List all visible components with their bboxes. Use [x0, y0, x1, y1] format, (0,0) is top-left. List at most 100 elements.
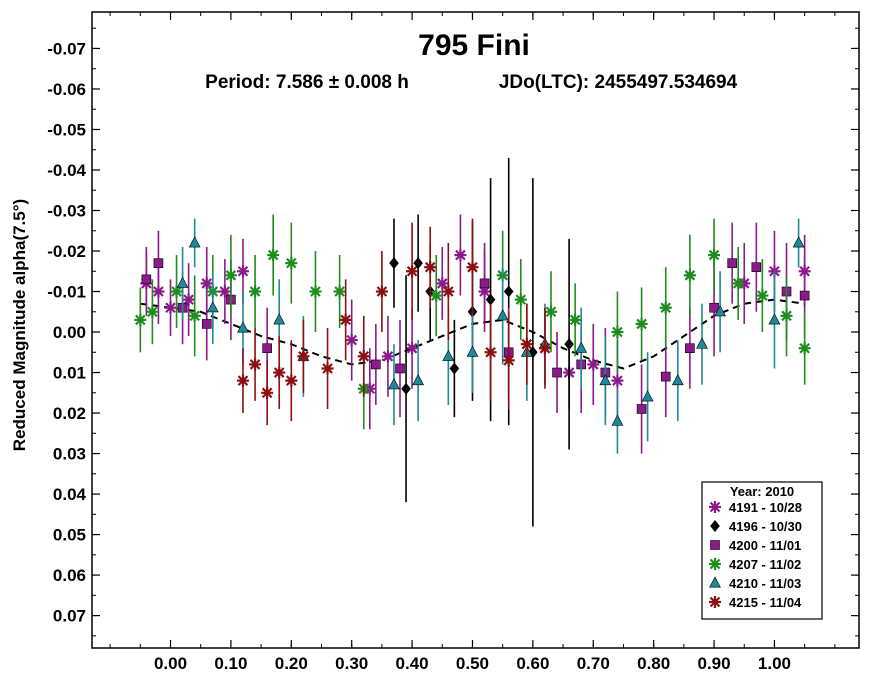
data-point	[454, 249, 467, 262]
legend-entry: 4191 - 10/28	[709, 500, 802, 515]
series-1	[140, 214, 811, 430]
data-point	[388, 378, 400, 390]
asterisk-stroke	[515, 294, 527, 305]
x-tick-label: 1.00	[758, 654, 791, 673]
data-point	[569, 313, 582, 326]
data-point	[345, 334, 358, 347]
y-tick-label: 0.00	[53, 323, 86, 342]
legend-marker	[709, 558, 721, 570]
asterisk-stroke	[799, 342, 810, 354]
y-tick-label: 0.07	[53, 607, 86, 626]
asterisk-stroke	[708, 249, 720, 261]
data-point	[339, 313, 352, 326]
asterisk-stroke	[587, 359, 599, 370]
x-tick-label: 0.60	[516, 654, 549, 673]
data-point	[170, 285, 183, 298]
data-point	[502, 354, 515, 367]
triangle-shape	[176, 276, 189, 288]
data-point	[141, 274, 152, 285]
legend-label: 4200 - 11/01	[729, 538, 801, 553]
data-point	[412, 373, 425, 386]
diamond-shape	[449, 362, 460, 375]
asterisk-stroke	[709, 501, 721, 513]
data-series	[134, 157, 811, 527]
data-point	[780, 309, 793, 322]
asterisk-stroke	[545, 306, 557, 318]
y-tick-label: -0.07	[47, 39, 86, 58]
data-point	[709, 302, 719, 313]
triangle-shape	[466, 345, 479, 357]
triangle-shape	[768, 313, 781, 325]
legend-marker	[709, 576, 721, 588]
diamond-shape	[564, 338, 574, 351]
asterisk-stroke	[310, 286, 321, 297]
asterisk-stroke	[201, 278, 213, 289]
data-point	[611, 326, 624, 339]
data-point	[176, 276, 189, 288]
asterisk-stroke	[147, 306, 158, 318]
legend-label: 4207 - 11/02	[729, 557, 801, 572]
legend-label: 4215 - 11/04	[729, 595, 802, 610]
data-point	[564, 338, 574, 351]
data-point	[188, 309, 201, 322]
asterisk-stroke	[569, 314, 581, 326]
data-point	[660, 371, 671, 382]
asterisk-stroke	[135, 314, 146, 326]
y-tick-label: 0.03	[53, 445, 86, 464]
data-point	[371, 359, 381, 370]
square-shape	[201, 319, 212, 329]
asterisk-stroke	[430, 290, 442, 301]
asterisk-stroke	[406, 342, 418, 354]
data-point	[134, 313, 147, 326]
x-tick-label: 0.70	[577, 654, 610, 673]
square-shape	[751, 262, 762, 273]
data-point	[406, 265, 419, 278]
asterisk-stroke	[346, 334, 357, 346]
legend-marker	[710, 540, 720, 550]
data-point	[389, 257, 399, 270]
data-point	[756, 289, 769, 302]
data-point	[635, 317, 648, 330]
data-point	[727, 258, 737, 268]
asterisk-stroke	[358, 351, 370, 362]
legend-marker	[709, 501, 721, 513]
asterisk-stroke	[636, 318, 647, 330]
asterisk-stroke	[340, 314, 351, 326]
triangle-shape	[442, 349, 455, 361]
data-point	[528, 346, 538, 359]
x-tick-label: 0.20	[275, 654, 308, 673]
square-shape	[636, 404, 647, 414]
diamond-shape	[401, 382, 411, 395]
x-axis: 0.00 0.10 0.20 0.30 0.40 0.50 0.60 0.70 0.80 0.90…	[109, 12, 836, 673]
x-tick-label: 0.30	[335, 654, 368, 673]
data-point	[798, 342, 811, 355]
diamond-shape	[710, 520, 720, 532]
triangle-shape	[388, 378, 400, 390]
x-tick-label: 0.10	[214, 654, 247, 673]
asterisk-stroke	[539, 342, 551, 354]
data-point	[182, 293, 195, 306]
legend-entry: 4210 - 11/03	[709, 576, 801, 591]
asterisk-stroke	[485, 347, 496, 358]
chart-subtitle-period: Period: 7.586 ± 0.008 h	[205, 72, 409, 93]
x-tick-label: 0.90	[698, 654, 731, 673]
data-point	[671, 373, 684, 386]
data-point	[333, 285, 346, 298]
data-point	[424, 261, 437, 274]
legend-title: Year: 2010	[730, 484, 794, 499]
triangle-shape	[188, 236, 201, 248]
data-point	[659, 301, 672, 314]
data-point	[164, 301, 177, 314]
asterisk-stroke	[286, 375, 297, 386]
triangle-shape	[273, 313, 286, 325]
data-point	[262, 343, 272, 354]
triangle-shape	[671, 373, 684, 386]
asterisk-stroke	[612, 375, 623, 386]
asterisk-stroke	[521, 338, 533, 350]
asterisk-stroke	[286, 257, 297, 269]
asterisk-stroke	[424, 261, 436, 273]
square-shape	[709, 302, 719, 313]
y-tick-label: -0.06	[47, 80, 86, 99]
asterisk-stroke	[376, 286, 388, 297]
